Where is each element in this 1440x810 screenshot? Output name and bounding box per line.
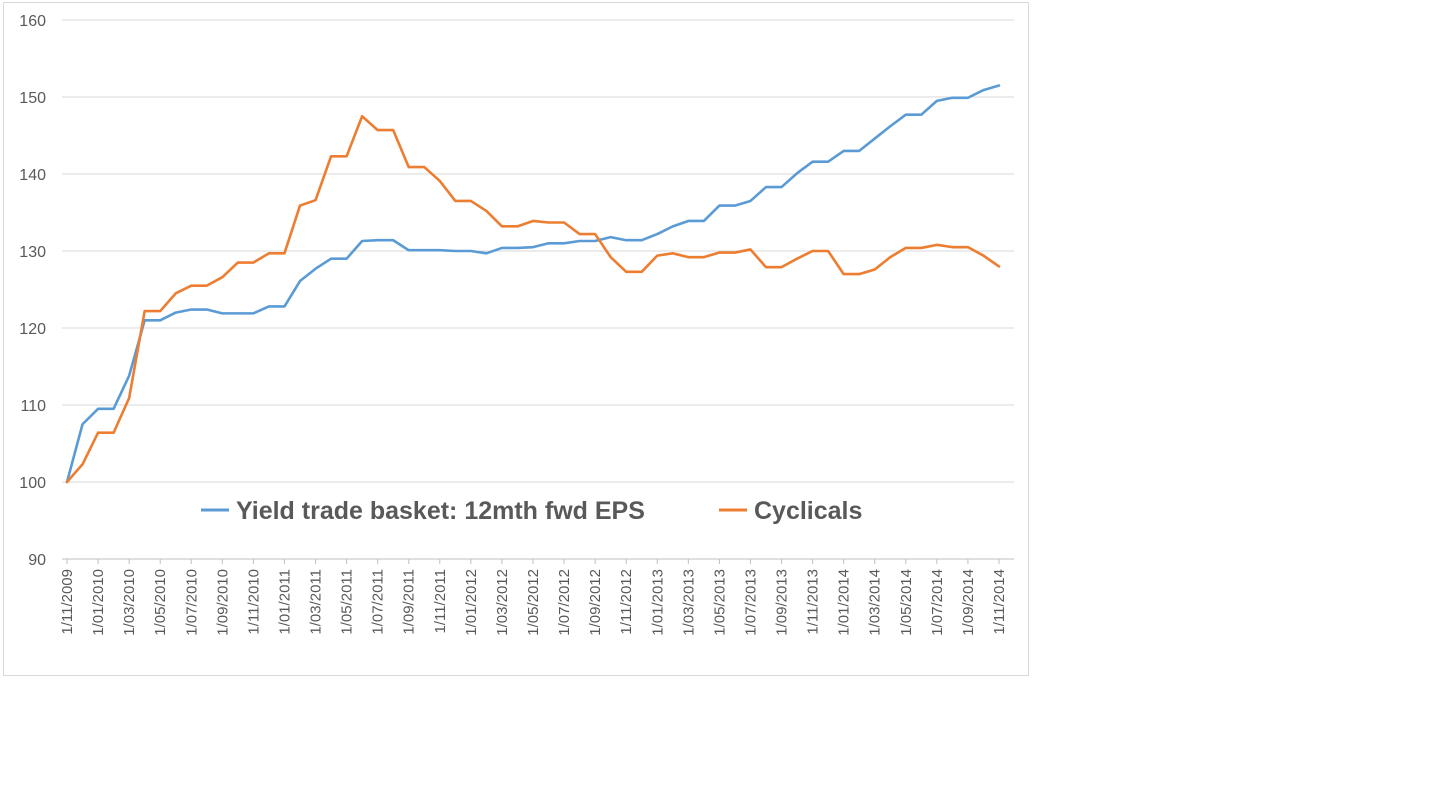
x-tick-label: 1/01/2014 xyxy=(836,569,853,636)
x-tick-label: 1/07/2011 xyxy=(370,569,387,635)
x-tick-label: 1/03/2014 xyxy=(867,569,884,636)
y-tick-label: 90 xyxy=(28,552,46,569)
x-tick-label: 1/03/2011 xyxy=(308,569,325,635)
x-tick-label: 1/01/2010 xyxy=(90,569,107,636)
x-tick-label: 1/05/2013 xyxy=(711,569,728,636)
y-tick-label: 140 xyxy=(19,167,46,184)
x-tick-label: 1/07/2013 xyxy=(742,569,759,636)
x-tick-label: 1/03/2012 xyxy=(494,569,511,636)
x-tick-label: 1/01/2013 xyxy=(649,569,666,636)
x-tick-label: 1/11/2012 xyxy=(618,569,635,635)
x-tick-label: 1/11/2010 xyxy=(245,569,262,635)
x-tick-label: 1/07/2012 xyxy=(556,569,573,636)
chart-frame: 90 100 110 120 130 140 150 160 1/11/2009 1/01/20… xyxy=(3,2,1029,676)
x-tick-label: 1/05/2011 xyxy=(339,569,356,635)
y-tick-label: 160 xyxy=(19,13,46,30)
legend-label: Yield trade basket: 12mth fwd EPS xyxy=(236,497,645,525)
gridlines xyxy=(62,19,1014,483)
x-tick-label: 1/09/2011 xyxy=(401,569,418,635)
legend: Yield trade basket: 12mth fwd EPS Cyclica… xyxy=(201,497,862,525)
series-line-yield-trade-basket xyxy=(65,84,1001,484)
x-tick-label: 1/05/2012 xyxy=(525,569,542,636)
x-tick-label: 1/09/2010 xyxy=(214,569,231,636)
y-tick-label: 100 xyxy=(19,475,46,492)
x-tick-label: 1/05/2014 xyxy=(898,569,915,636)
x-tick-label: 1/11/2009 xyxy=(59,569,76,635)
x-tick-label: 1/03/2010 xyxy=(121,569,138,636)
x-tick-label: 1/11/2011 xyxy=(432,569,449,634)
x-tick-label: 1/05/2010 xyxy=(152,569,169,636)
x-tick-label: 1/03/2013 xyxy=(680,569,697,636)
y-axis-ticks: 90 100 110 120 130 140 150 160 xyxy=(19,13,46,569)
x-axis xyxy=(62,558,1014,564)
x-axis-ticks: 1/11/2009 1/01/2010 1/03/2010 1/05/2010 1/07… xyxy=(59,569,1008,636)
x-tick-label: 1/01/2012 xyxy=(463,569,480,636)
x-tick-label: 1/09/2012 xyxy=(587,569,604,636)
x-tick-label: 1/09/2014 xyxy=(960,569,977,636)
y-tick-label: 130 xyxy=(19,244,46,261)
x-tick-label: 1/07/2010 xyxy=(183,569,200,636)
x-tick-label: 1/01/2011 xyxy=(276,569,293,635)
x-tick-label: 1/07/2014 xyxy=(929,569,946,636)
y-tick-label: 120 xyxy=(19,321,46,338)
x-tick-label: 1/09/2013 xyxy=(774,569,791,636)
x-tick-label: 1/11/2014 xyxy=(991,569,1008,635)
series-lines xyxy=(65,84,1001,484)
y-tick-label: 150 xyxy=(19,90,46,107)
legend-label: Cyclicals xyxy=(754,497,862,525)
x-tick-label: 1/11/2013 xyxy=(805,569,822,635)
y-tick-label: 110 xyxy=(20,398,46,415)
line-chart: 90 100 110 120 130 140 150 160 1/11/2009 1/01/20… xyxy=(19,13,1014,636)
series-line-cyclicals xyxy=(65,114,1001,484)
